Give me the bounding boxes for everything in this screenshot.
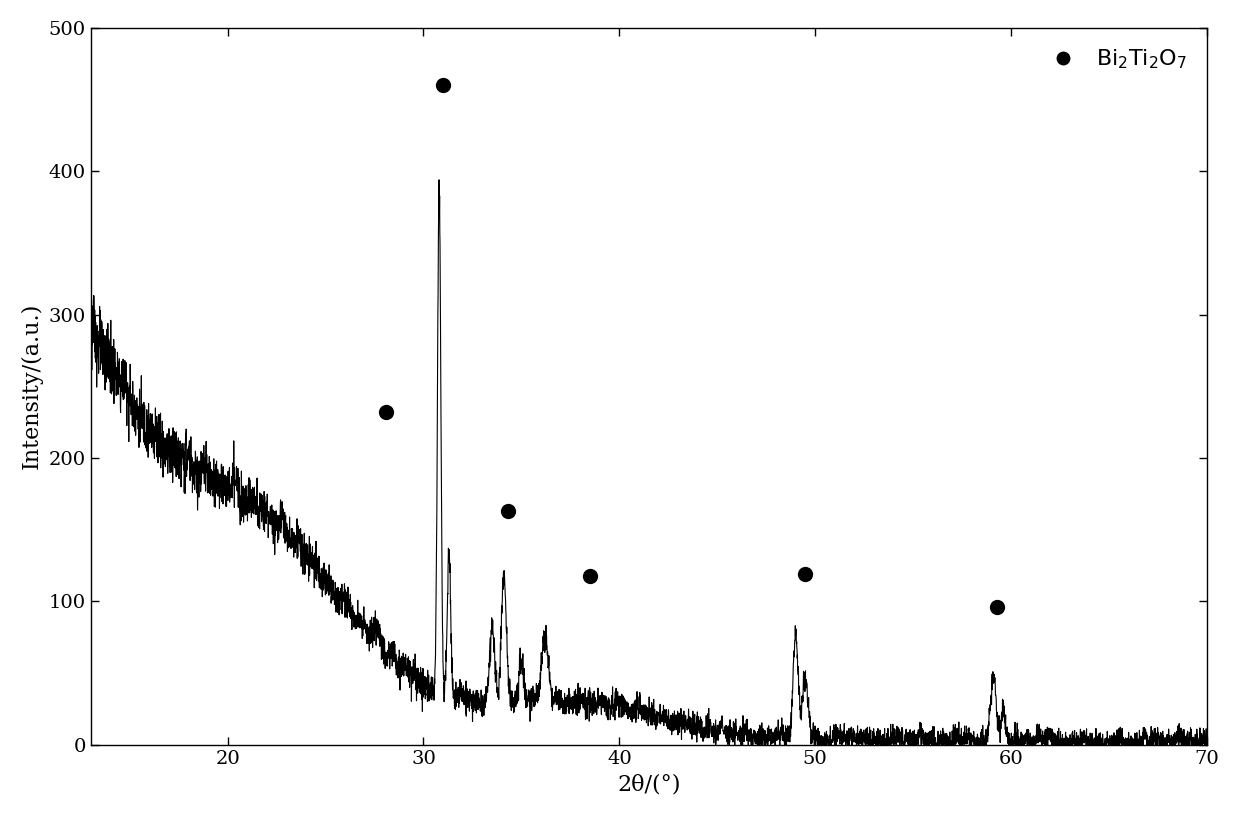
Legend: Bi$_2$Ti$_2$O$_7$: Bi$_2$Ti$_2$O$_7$: [1032, 39, 1195, 80]
X-axis label: 2θ/(°): 2θ/(°): [618, 774, 681, 795]
Y-axis label: Intensity/(a.u.): Intensity/(a.u.): [21, 303, 43, 469]
